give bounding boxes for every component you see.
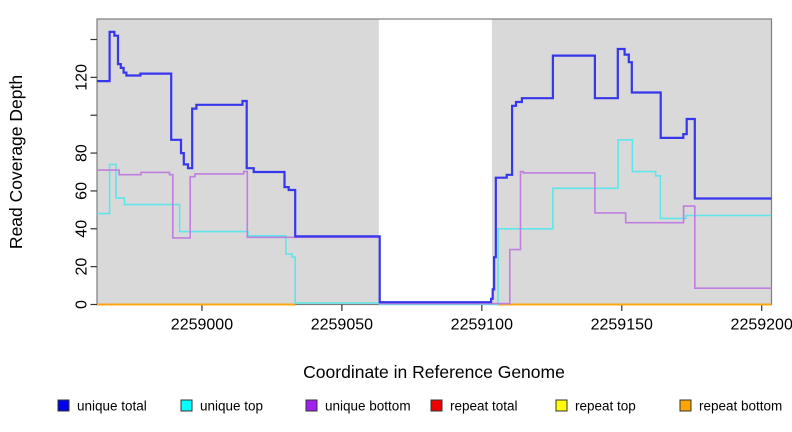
y-axis-title: Read Coverage Depth (6, 75, 26, 249)
y-tick-label: 80 (74, 144, 91, 162)
y-tick-label: 40 (74, 220, 91, 238)
x-tick-label: 2259150 (591, 317, 653, 334)
y-tick-label: 20 (74, 258, 91, 276)
legend-item-unique-top: unique top (180, 399, 263, 414)
plot-area: 2259000 2259050 2259100 2259150 2259200 0 20 40… (74, 18, 792, 334)
y-tick-label: 60 (74, 182, 91, 200)
legend: unique total unique top unique bottom repea… (57, 399, 782, 414)
legend-item-repeat-total: repeat total (430, 399, 518, 414)
legend-label: repeat top (575, 399, 636, 414)
legend-item-repeat-top: repeat top (555, 399, 636, 414)
legend-swatch (430, 399, 443, 412)
legend-swatch (555, 399, 568, 412)
legend-label: unique bottom (325, 399, 411, 414)
legend-label: unique total (77, 399, 147, 414)
legend-item-unique-bottom: unique bottom (305, 399, 411, 414)
legend-swatch (57, 399, 70, 412)
series-line-unique-top (97, 139, 772, 306)
x-tick-label: 2259050 (311, 317, 373, 334)
y-tick-label: 120 (74, 64, 91, 91)
legend-swatch (305, 399, 318, 412)
x-tick-label: 2259200 (731, 317, 792, 334)
x-tick-label: 2259000 (171, 317, 233, 334)
legend-label: unique top (200, 399, 263, 414)
x-tick-label: 2259100 (451, 317, 513, 334)
highlight-band (378, 19, 492, 305)
legend-swatch (180, 399, 193, 412)
legend-label: repeat bottom (699, 399, 782, 414)
legend-swatch (679, 399, 692, 412)
legend-item-unique-total: unique total (57, 399, 147, 414)
legend-item-repeat-bottom: repeat bottom (679, 399, 782, 414)
x-axis-title: Coordinate in Reference Genome (303, 362, 565, 382)
y-tick-label: 0 (74, 300, 91, 309)
legend-label: repeat total (450, 399, 518, 414)
series-line-unique-total (97, 30, 772, 304)
